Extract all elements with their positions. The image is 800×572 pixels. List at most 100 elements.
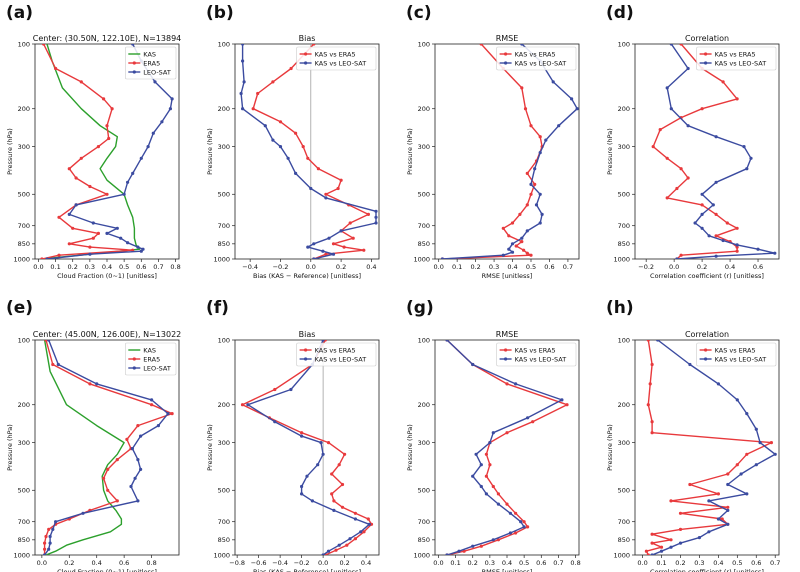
legend-box <box>296 46 377 71</box>
series-kas-vs-era5 <box>644 340 774 555</box>
x-tick-label: 0.7 <box>153 263 163 271</box>
data-point <box>678 541 683 545</box>
data-point <box>745 412 749 416</box>
data-point <box>241 44 245 46</box>
series-line <box>446 340 563 555</box>
data-point <box>136 424 140 428</box>
data-point <box>529 253 533 257</box>
data-point <box>496 538 500 542</box>
data-point <box>305 474 309 478</box>
chart-panel: 100 200 300 500 700 850 1000 −0.4 −0.2 0.0 0.2 0.4 B… <box>206 34 380 280</box>
x-tick-label: −0.4 <box>272 559 288 567</box>
data-point <box>707 499 711 503</box>
data-point <box>565 403 569 407</box>
data-point <box>488 463 492 467</box>
data-point <box>726 508 730 512</box>
data-point <box>479 484 483 489</box>
y-tick-label: 100 <box>18 336 30 344</box>
y-tick-label: 300 <box>618 143 630 151</box>
data-point <box>745 492 749 496</box>
panel-letter: (a) <box>6 3 33 23</box>
x-tick-label: 0.5 <box>119 263 129 271</box>
data-point <box>340 482 345 487</box>
plot-area-frame <box>634 339 780 556</box>
series-kas-vs-leo-sat <box>650 340 777 555</box>
x-tick-label: 0.7 <box>563 263 573 271</box>
data-point <box>726 522 730 526</box>
x-tick-label: 0.5 <box>526 263 536 271</box>
data-point <box>316 167 320 171</box>
y-tick-label: 850 <box>618 536 630 544</box>
y-tick-label: 200 <box>418 401 430 409</box>
data-point <box>74 203 78 207</box>
data-point <box>88 184 92 189</box>
data-point <box>560 398 564 402</box>
series-kas-vs-leo-sat <box>665 44 777 259</box>
data-point <box>122 192 126 196</box>
data-point <box>289 387 293 392</box>
data-point <box>136 458 140 462</box>
data-point <box>139 156 143 160</box>
y-tick-label: 500 <box>618 487 630 495</box>
data-point <box>514 244 518 248</box>
series-line <box>652 44 738 259</box>
data-point <box>745 452 749 456</box>
x-tick-label: 0.1 <box>452 263 462 271</box>
data-point <box>522 248 526 252</box>
x-tick-label: 0.8 <box>170 263 180 271</box>
data-point <box>374 209 378 213</box>
y-tick-label: 500 <box>218 191 230 199</box>
data-point <box>241 59 245 63</box>
series-era5 <box>40 44 135 259</box>
data-point <box>659 549 664 553</box>
data-point <box>256 91 260 96</box>
data-point <box>146 145 150 149</box>
panel-title: Bias <box>299 330 316 339</box>
y-tick-label: 850 <box>18 240 30 248</box>
data-point <box>95 382 99 386</box>
data-point <box>47 547 51 551</box>
data-point <box>526 416 530 420</box>
data-point <box>693 221 697 225</box>
data-point <box>300 431 304 435</box>
legend-label: KAS <box>143 346 156 354</box>
panel-title: Center: (30.50N, 122.10E), N=13894 <box>33 34 182 43</box>
data-point <box>665 156 669 160</box>
data-point <box>533 167 537 171</box>
data-point <box>273 420 277 424</box>
series-line <box>666 44 776 259</box>
data-point <box>366 517 370 521</box>
series-kas-vs-leo-sat <box>440 44 579 259</box>
panel-title: Bias <box>299 34 316 43</box>
x-tick-label: 0.6 <box>536 559 546 567</box>
legend-marker <box>132 61 136 65</box>
data-point <box>533 182 537 186</box>
data-point <box>74 176 78 180</box>
data-point <box>366 212 370 216</box>
data-point <box>332 508 336 512</box>
panel-letter: (c) <box>406 3 432 23</box>
data-point <box>659 545 664 549</box>
x-tick-label: 0.4 <box>361 559 371 567</box>
data-point <box>56 362 60 367</box>
data-point <box>507 247 511 251</box>
x-tick-label: 0.4 <box>366 263 376 271</box>
x-axis-label: Correlation coefficient (r) [unitless] <box>650 272 764 280</box>
legend-label: KAS vs ERA5 <box>515 346 556 354</box>
chart-panel: 100 200 300 500 700 850 1000−0.8 −0.6 −0.4 −0.2 0.… <box>206 330 380 572</box>
data-point <box>273 387 277 392</box>
y-tick-label: 200 <box>218 401 230 409</box>
data-point <box>330 492 334 496</box>
data-point <box>519 520 523 524</box>
series-era5 <box>43 340 174 555</box>
data-point <box>678 511 683 515</box>
data-point <box>91 221 95 225</box>
data-point <box>40 257 44 259</box>
x-axis-label: RMSE [unitless] <box>482 568 533 572</box>
y-tick-label: 500 <box>618 191 630 199</box>
x-tick-label: 0.3 <box>85 263 95 271</box>
legend-box <box>296 342 377 367</box>
data-point <box>43 553 47 555</box>
legend-marker <box>132 357 136 361</box>
